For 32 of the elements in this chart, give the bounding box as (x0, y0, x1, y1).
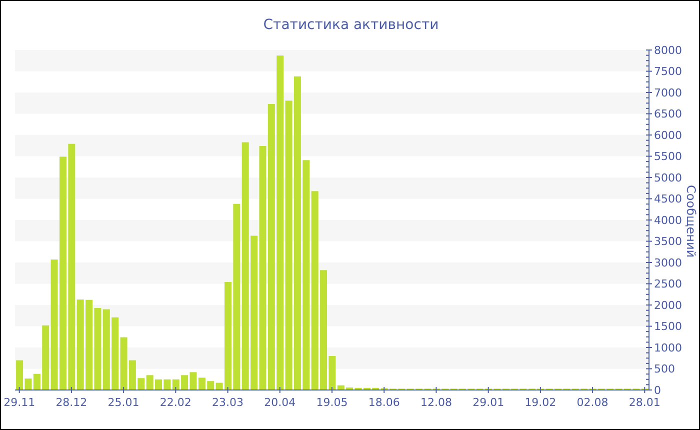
x-tick-label: 18.06 (368, 396, 400, 409)
y-tick-label: 7000 (654, 86, 682, 100)
x-tick-label: 28.12 (56, 396, 88, 409)
chart-title: Статистика активности (262, 16, 440, 35)
y-tick-label: 0 (654, 384, 661, 397)
y-tick-label: 8000 (654, 44, 682, 57)
x-tick-label: 20.04 (264, 396, 296, 409)
y-tick-label: 3000 (654, 256, 682, 270)
y-tick-label: 1500 (654, 320, 682, 334)
y-tick-label: 7500 (654, 65, 682, 78)
x-tick-label: 19.05 (316, 396, 348, 409)
y-axis-title: Сообщений (684, 184, 698, 258)
y-tick-label: 5000 (654, 171, 682, 184)
y-tick-label: 2000 (654, 298, 682, 312)
x-tick-label: 29.01 (472, 396, 504, 409)
y-tick-label: 5500 (654, 150, 682, 164)
x-tick-label: 28.01 (628, 396, 660, 409)
y-tick-label: 2500 (654, 278, 682, 291)
y-tick-label: 6000 (654, 128, 682, 142)
y-tick-label: 6500 (654, 108, 682, 121)
x-tick-label: 02.08 (576, 396, 608, 409)
y-tick-label: 500 (654, 362, 675, 376)
y-tick-label: 3500 (654, 235, 682, 248)
x-tick-label: 12.08 (420, 396, 452, 409)
x-tick-label: 25.01 (108, 396, 140, 409)
x-tick-label: 23.03 (212, 396, 244, 409)
x-tick-label: 29.11 (4, 396, 36, 409)
y-tick-label: 1000 (654, 341, 682, 354)
x-tick-label: 19.02 (524, 396, 556, 409)
y-tick-label: 4500 (654, 192, 682, 206)
x-tick-label: 22.02 (160, 396, 192, 409)
y-tick-label: 4000 (654, 214, 682, 227)
